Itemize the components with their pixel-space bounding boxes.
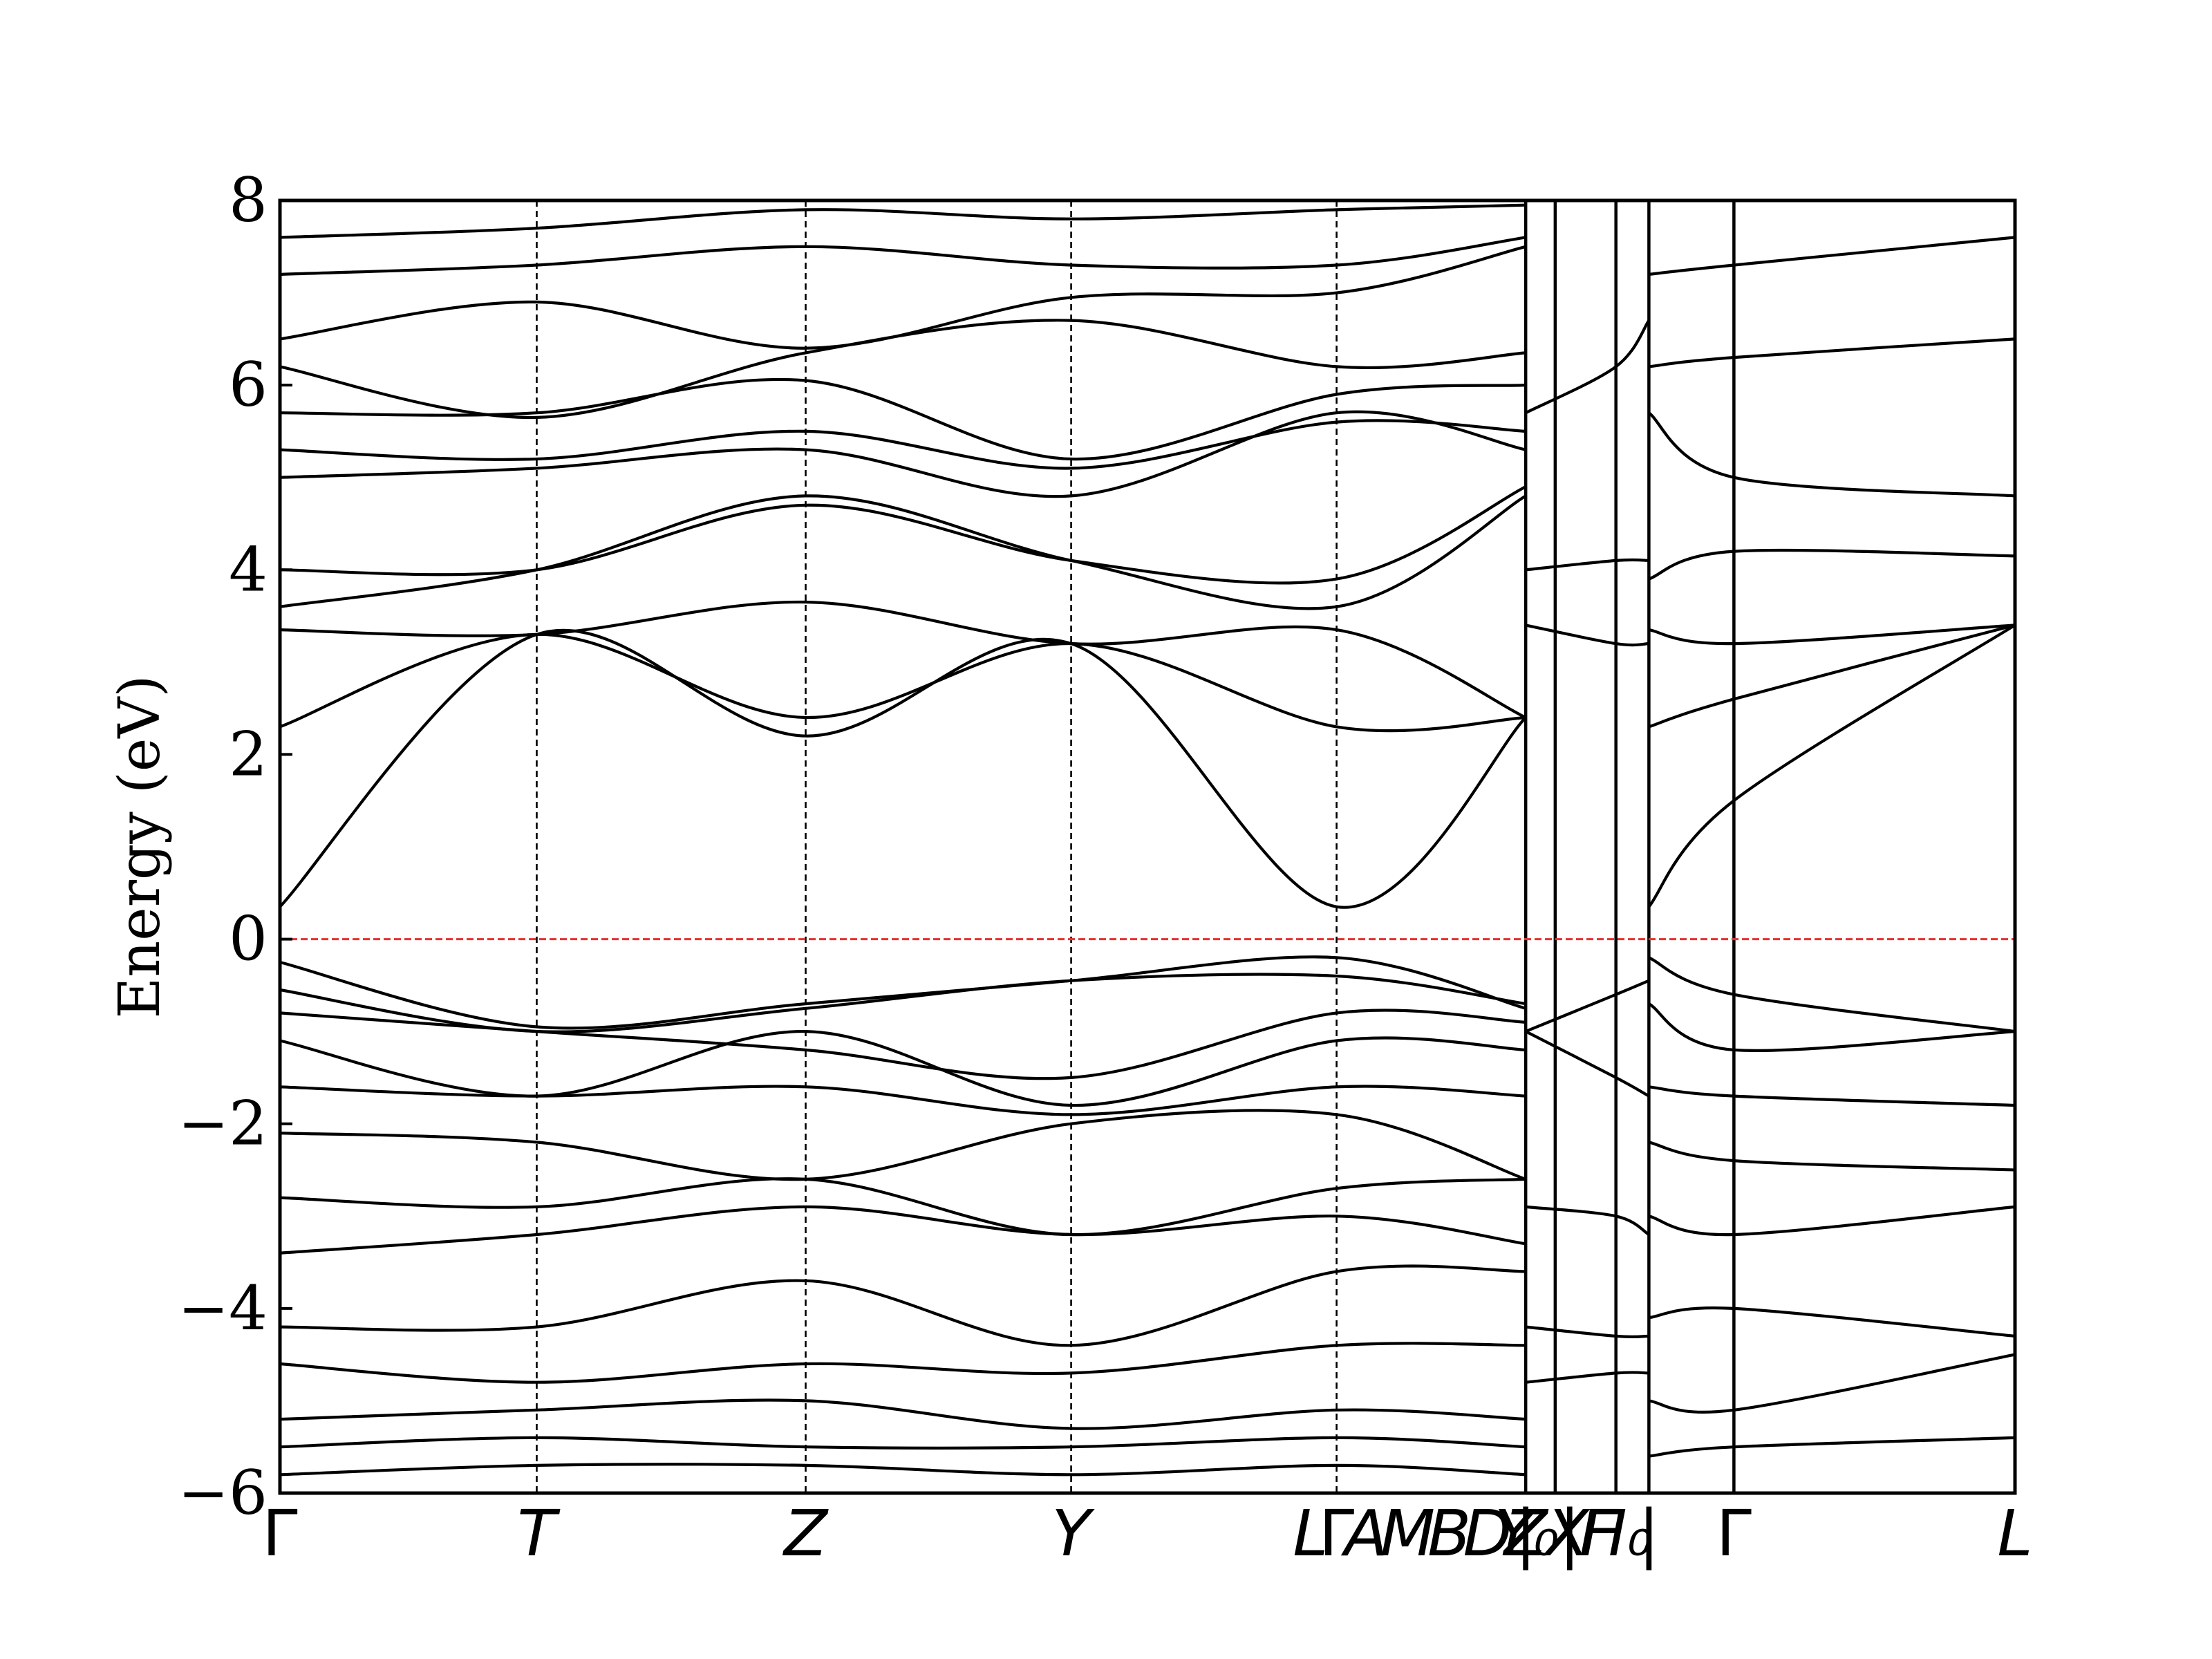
band-line-4 — [279, 485, 1527, 585]
x-tick-label-4: L — [1293, 1497, 1328, 1571]
band-line-25 — [1525, 319, 1651, 415]
band-line-32 — [1525, 1371, 1649, 1384]
y-tick-label-0: −6 — [178, 1457, 268, 1528]
x-tick-label-5: Γ — [1319, 1497, 1354, 1571]
x-tick-label-16: Γ — [1716, 1497, 1752, 1571]
band-line-34 — [1648, 624, 2016, 729]
x-tick-label-7: M — [1380, 1497, 1435, 1571]
y-axis-ticks: −6 −4 −2 0 2 4 6 8 — [178, 165, 292, 1528]
band-line-14 — [279, 1009, 1526, 1080]
band-line-46 — [1649, 1353, 2016, 1414]
band-line-29 — [1525, 1030, 1650, 1098]
band-line-7 — [279, 377, 1526, 461]
band-line-13 — [279, 973, 1526, 1033]
band-line-6 — [279, 419, 1526, 470]
plot-frame — [278, 198, 2017, 1495]
x-tick-label-17: L — [1997, 1497, 2032, 1571]
band-line-9 — [279, 245, 1526, 350]
y-axis-label: Energy (eV) — [107, 675, 173, 1018]
band-line-2 — [279, 600, 1527, 719]
band-line-0 — [279, 628, 1527, 909]
band-line-27 — [1525, 624, 1649, 647]
band-line-1 — [279, 632, 1526, 733]
band-line-47 — [1649, 1436, 2016, 1458]
band-line-35 — [1649, 624, 2016, 646]
band-line-45 — [1649, 1306, 2016, 1338]
band-line-17 — [279, 1109, 1526, 1181]
band-line-37 — [1648, 411, 2016, 498]
band-line-40 — [1648, 956, 2016, 1033]
x-tick-label-8: B — [1427, 1497, 1471, 1571]
band-line-41 — [1648, 1002, 2016, 1052]
x-tick-label-3: Y — [1051, 1497, 1095, 1571]
band-line-11 — [279, 203, 1526, 239]
x-tick-label-0: Γ — [262, 1497, 297, 1571]
band-line-12 — [279, 955, 1526, 1030]
band-lines — [279, 203, 2016, 1477]
x-tick-label-6: A — [1341, 1497, 1388, 1571]
x-tick-label-10: Z — [1502, 1497, 1549, 1571]
x-tick-label-15: | — [1638, 1497, 1660, 1571]
band-line-20 — [279, 1264, 1526, 1347]
band-line-21 — [279, 1342, 1526, 1384]
band-line-18 — [279, 1177, 1526, 1237]
y-tick-label-1: −4 — [178, 1273, 268, 1344]
band-line-24 — [279, 1463, 1526, 1477]
band-line-22 — [279, 1398, 1526, 1430]
kpoint-dividers — [536, 200, 1736, 1493]
x-tick-label-11: X — [1543, 1497, 1591, 1571]
band-line-30 — [1525, 1205, 1650, 1236]
y-tick-label-4: 2 — [229, 718, 268, 789]
x-tick-label-13: Y₀|Γ — [1494, 1497, 1620, 1571]
band-line-16 — [279, 1085, 1526, 1116]
x-tick-label-12: | — [1515, 1497, 1537, 1571]
x-tick-label-9: D — [1463, 1497, 1512, 1571]
y-tick-label-7: 8 — [229, 165, 268, 236]
band-line-36 — [1648, 548, 2016, 581]
band-line-19 — [279, 1205, 1526, 1255]
band-line-23 — [279, 1436, 1526, 1450]
band-line-26 — [1525, 558, 1649, 572]
band-line-31 — [1525, 1325, 1649, 1339]
y-tick-label-2: −2 — [178, 1088, 268, 1159]
band-line-39 — [1649, 236, 2016, 276]
band-line-10 — [279, 236, 1526, 276]
x-tick-label-2: Z — [782, 1497, 829, 1571]
band-line-42 — [1649, 1085, 2016, 1107]
y-tick-label-6: 6 — [229, 349, 268, 420]
band-line-28 — [1525, 979, 1650, 1033]
x-tick-label-1: T — [517, 1497, 561, 1571]
band-line-5 — [279, 410, 1526, 498]
band-line-33 — [1647, 624, 2016, 908]
x-tick-label-14: H₀ — [1580, 1497, 1653, 1571]
band-line-43 — [1648, 1141, 2016, 1172]
band-line-38 — [1649, 337, 2016, 368]
band-line-44 — [1648, 1205, 2016, 1237]
y-tick-label-3: 0 — [229, 903, 268, 975]
y-tick-label-5: 4 — [229, 534, 268, 605]
band-line-3 — [279, 494, 1527, 610]
